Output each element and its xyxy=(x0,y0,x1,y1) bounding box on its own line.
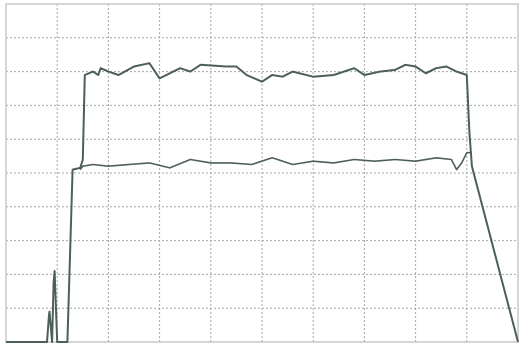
series-1-line xyxy=(79,151,472,171)
series-0-line xyxy=(6,62,519,343)
plot-frame xyxy=(5,3,519,343)
